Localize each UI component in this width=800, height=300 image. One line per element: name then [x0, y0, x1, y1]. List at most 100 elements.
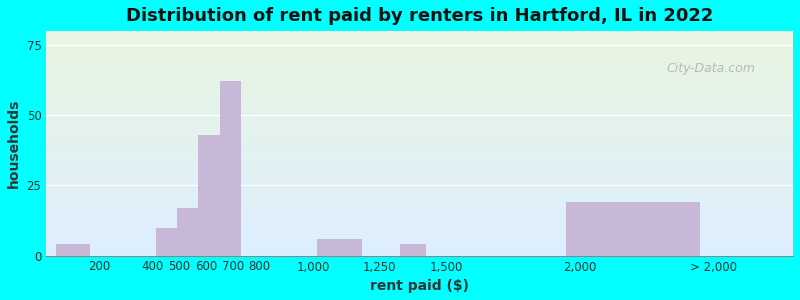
Bar: [46, 220, 793, 221]
Bar: [46, 208, 793, 209]
Bar: [46, 189, 793, 190]
Bar: [46, 171, 793, 172]
Bar: [46, 109, 793, 110]
Bar: [46, 100, 793, 101]
Bar: [46, 68, 793, 69]
Bar: [46, 224, 793, 225]
Bar: [46, 82, 793, 83]
Bar: [46, 183, 793, 184]
Bar: [46, 228, 793, 229]
Bar: [46, 133, 793, 134]
Bar: [46, 157, 793, 158]
Bar: [46, 159, 793, 160]
Bar: [46, 150, 793, 151]
Bar: [46, 214, 793, 215]
Bar: [46, 170, 793, 171]
Bar: [46, 188, 793, 189]
Bar: [46, 40, 793, 41]
Bar: [46, 168, 793, 169]
Bar: [46, 83, 793, 84]
Bar: [55, 244, 90, 256]
Bar: [46, 104, 793, 105]
Bar: [46, 197, 793, 198]
Bar: [46, 213, 793, 214]
Bar: [46, 250, 793, 251]
Bar: [46, 222, 793, 223]
Bar: [46, 151, 793, 152]
Bar: [46, 92, 793, 93]
Bar: [46, 76, 793, 77]
Bar: [46, 127, 793, 128]
Title: Distribution of rent paid by renters in Hartford, IL in 2022: Distribution of rent paid by renters in …: [126, 7, 714, 25]
Bar: [46, 202, 793, 203]
Bar: [46, 160, 793, 161]
Bar: [46, 93, 793, 94]
Bar: [46, 179, 793, 180]
Bar: [46, 108, 793, 109]
Bar: [46, 38, 793, 39]
Bar: [46, 123, 793, 124]
Bar: [46, 94, 793, 95]
Bar: [46, 65, 793, 66]
Bar: [46, 232, 793, 233]
Bar: [46, 113, 793, 114]
Bar: [46, 181, 793, 182]
Bar: [46, 198, 793, 199]
Bar: [46, 34, 793, 35]
Bar: [46, 64, 793, 65]
Bar: [46, 190, 793, 191]
Bar: [46, 160, 793, 161]
Bar: [46, 192, 793, 193]
Bar: [46, 178, 793, 179]
Bar: [46, 106, 793, 107]
Bar: [46, 221, 793, 222]
Bar: [46, 96, 793, 97]
Bar: [46, 161, 793, 162]
Bar: [46, 57, 793, 58]
Bar: [46, 255, 793, 256]
Bar: [46, 199, 793, 200]
Bar: [46, 31, 793, 32]
Bar: [46, 200, 793, 201]
Bar: [46, 182, 793, 183]
Bar: [46, 122, 793, 123]
Bar: [46, 59, 793, 60]
Bar: [46, 128, 793, 129]
Bar: [46, 239, 793, 240]
Bar: [46, 97, 793, 98]
Bar: [566, 202, 700, 256]
Bar: [46, 174, 793, 175]
Bar: [46, 154, 793, 155]
Bar: [46, 63, 793, 64]
Bar: [46, 237, 793, 238]
Bar: [46, 191, 793, 192]
Bar: [46, 114, 793, 115]
Bar: [46, 149, 793, 150]
Bar: [46, 49, 793, 50]
Bar: [155, 227, 177, 256]
Bar: [46, 185, 793, 186]
Bar: [46, 172, 793, 173]
Bar: [46, 245, 793, 246]
Bar: [46, 60, 793, 61]
Bar: [46, 46, 793, 47]
Bar: [177, 208, 198, 256]
Bar: [46, 155, 793, 156]
Bar: [46, 41, 793, 42]
Bar: [46, 73, 793, 74]
Bar: [46, 124, 793, 125]
Bar: [46, 138, 793, 139]
Bar: [46, 55, 793, 56]
Bar: [46, 204, 793, 205]
Bar: [46, 56, 793, 57]
Bar: [46, 162, 793, 163]
Bar: [46, 253, 793, 254]
Bar: [46, 119, 793, 120]
Bar: [46, 201, 793, 202]
Bar: [46, 47, 793, 48]
Bar: [46, 54, 793, 55]
Bar: [400, 244, 426, 256]
Bar: [46, 77, 793, 78]
Bar: [46, 186, 793, 187]
Bar: [46, 62, 793, 63]
